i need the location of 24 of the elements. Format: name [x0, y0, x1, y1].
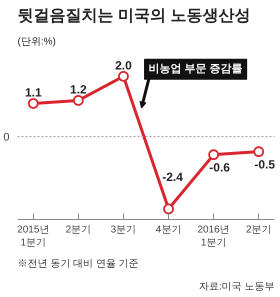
point: [72, 95, 84, 106]
data-label: 1.1: [24, 85, 42, 100]
chart-subtitle: (단위:%): [18, 36, 56, 48]
x-tick-label: 2016년 1분기: [198, 224, 230, 249]
series-label: 비농업 부문 증감률: [148, 63, 243, 76]
x-tick-label: 4분기: [156, 224, 182, 236]
ref-line-label: 0: [3, 132, 10, 144]
text: ※전년 동기 대비 연율 기준: [18, 258, 139, 270]
data-label: 2.0: [115, 58, 132, 72]
point: [118, 70, 129, 82]
x-tick-label: 2분기: [246, 224, 272, 236]
data-label: 1.2: [70, 82, 88, 96]
x-tick-label: 2분기: [66, 224, 92, 236]
x-tick-label: 3분기: [110, 224, 136, 236]
data-label: -2.4: [162, 170, 184, 184]
point: [163, 204, 174, 214]
point: [253, 146, 264, 158]
point: [28, 98, 39, 109]
data-label: -0.5: [254, 158, 276, 172]
point: [208, 149, 220, 160]
data-label: -0.6: [209, 160, 230, 175]
text: 자료:미국 노동부: [198, 282, 275, 292]
chart-title: 뒷걸음질치는 미국의 노동생산성: [18, 8, 250, 24]
x-tick-label: 2015년 1분기: [17, 224, 50, 249]
